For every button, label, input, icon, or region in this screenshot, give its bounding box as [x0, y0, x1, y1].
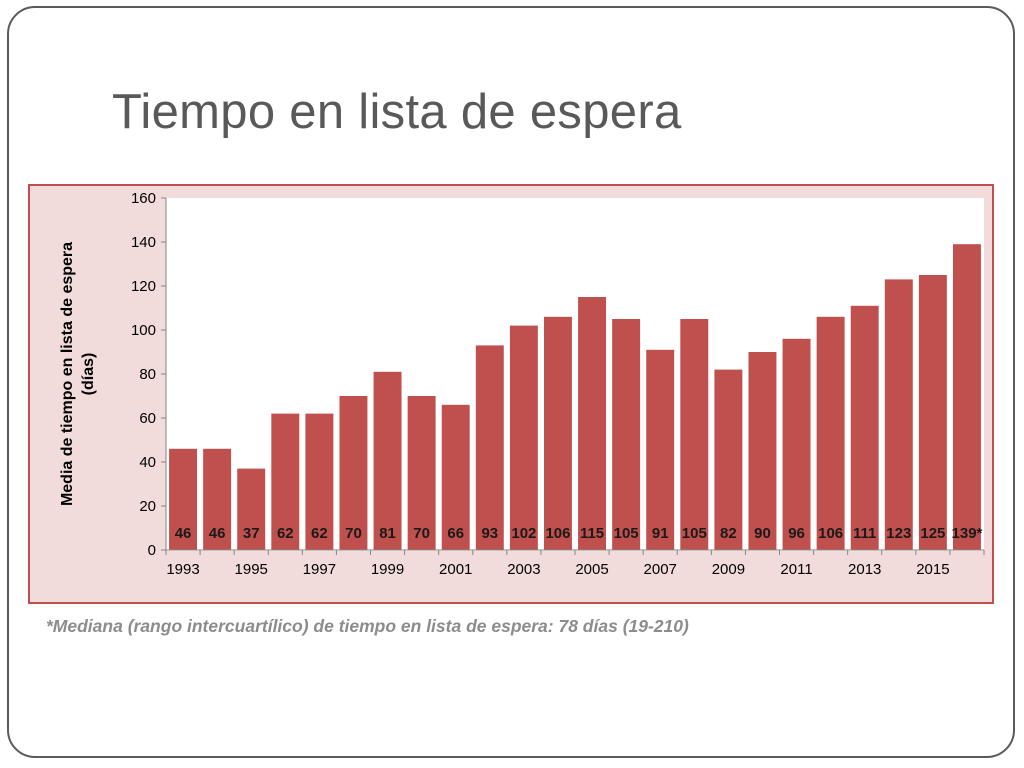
data-label: 91: [652, 525, 669, 542]
data-label: 46: [209, 525, 226, 542]
bar: [918, 275, 947, 550]
data-label: 81: [379, 525, 396, 542]
x-tick-label: 2009: [712, 561, 745, 578]
bar: [748, 352, 777, 550]
data-label: 106: [545, 525, 570, 542]
data-label: 62: [277, 525, 294, 542]
x-tick-label: 2011: [780, 561, 812, 578]
data-label: 125: [920, 525, 945, 542]
x-tick-label: 2013: [848, 561, 881, 578]
slide-title: Tiempo en lista de espera: [112, 85, 682, 139]
data-label: 105: [682, 525, 707, 542]
bar: [952, 244, 981, 550]
data-label: 106: [818, 525, 843, 542]
x-tick-label: 2001: [439, 561, 472, 578]
data-labels: 46 46 37 62 62 70 81 70 66 93 102 106 115 105 91 105 82 9…: [175, 525, 983, 542]
data-label: 70: [345, 525, 362, 542]
bars: [169, 244, 981, 550]
data-label: 123: [886, 525, 911, 542]
bar: [271, 413, 300, 550]
bar: [816, 316, 845, 550]
data-label: 105: [614, 525, 639, 542]
bar: [782, 338, 811, 550]
y-axis-label-line: Media de tiempo en lista de espera: [59, 242, 76, 506]
bar-chart: 0 20 40 60 80 100 120 140 160 1993 1995 1997 1999 200…: [59, 190, 985, 578]
x-tick-label: 1993: [166, 561, 199, 578]
y-tick-label: 100: [131, 322, 156, 339]
data-label: 111: [853, 525, 876, 542]
y-tick-label: 120: [131, 278, 156, 295]
bar: [237, 468, 266, 550]
bar: [475, 345, 504, 550]
bar: [680, 319, 709, 550]
data-label: 66: [447, 525, 464, 542]
data-label: 93: [481, 525, 498, 542]
y-tick-label: 40: [139, 454, 156, 471]
data-label: 46: [175, 525, 192, 542]
y-tick-label: 140: [131, 234, 156, 251]
bar: [578, 297, 607, 550]
x-tick-label: 1999: [371, 561, 404, 578]
axes: 0 20 40 60 80 100 120 140 160 1993 1995 1997 1999 200…: [131, 190, 985, 578]
data-label: 102: [511, 525, 536, 542]
bar: [305, 413, 334, 550]
data-label: 62: [311, 525, 328, 542]
data-label: 90: [754, 525, 771, 542]
bar: [339, 396, 368, 550]
bar: [407, 396, 436, 550]
data-label: 70: [413, 525, 430, 542]
chart-panel: 0 20 40 60 80 100 120 140 160 1993 1995 1997 1999 200…: [28, 184, 994, 604]
bar: [646, 349, 675, 550]
y-tick-label: 80: [139, 366, 156, 383]
data-label: 139*: [952, 525, 983, 542]
data-label: 82: [720, 525, 737, 542]
x-tick-label: 2015: [916, 561, 949, 578]
x-tick-label: 1997: [303, 561, 336, 578]
bar: [850, 305, 879, 550]
x-tick-label: 1995: [235, 561, 268, 578]
x-tick-label: 2003: [507, 561, 540, 578]
x-tick-label: 2007: [644, 561, 677, 578]
y-tick-label: 60: [139, 410, 156, 427]
chart-footnote: *Mediana (rango intercuartílico) de tiem…: [46, 616, 689, 636]
bar: [714, 369, 743, 550]
bar: [884, 279, 913, 550]
y-axis-label-line: (días): [80, 353, 97, 396]
data-label: 115: [580, 525, 604, 542]
bar: [373, 371, 402, 550]
y-axis-label: Media de tiempo en lista de espera (días): [59, 242, 97, 506]
plot-area: [166, 198, 984, 551]
bar: [509, 325, 538, 550]
bar: [612, 319, 641, 550]
bar: [203, 448, 232, 550]
data-label: 37: [243, 525, 260, 542]
bar: [441, 404, 470, 550]
data-label: 96: [788, 525, 805, 542]
bar: [169, 448, 198, 550]
y-tick-label: 160: [131, 190, 156, 207]
y-tick-label: 0: [148, 542, 156, 559]
bar: [543, 316, 572, 550]
y-tick-label: 20: [139, 498, 156, 515]
x-tick-label: 2005: [575, 561, 608, 578]
